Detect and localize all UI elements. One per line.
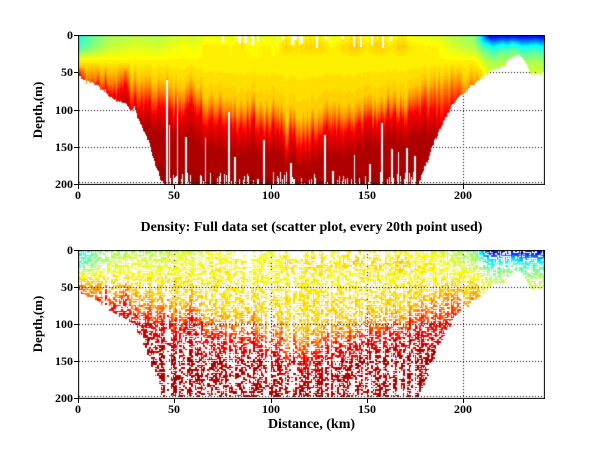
bottom-plot-canvas xyxy=(78,250,545,399)
x-tick-mark xyxy=(271,185,272,189)
x-tick-label: 200 xyxy=(454,402,472,416)
x-tick-mark xyxy=(174,185,175,189)
x-tick-label: 50 xyxy=(168,402,180,416)
y-tick-label: 100 xyxy=(55,103,73,117)
y-tick-mark xyxy=(74,35,78,36)
x-tick-mark xyxy=(367,185,368,189)
x-tick-label: 100 xyxy=(262,402,280,416)
y-tick-label: 150 xyxy=(55,140,73,154)
x-tick-label: 50 xyxy=(168,188,180,202)
x-axis-label: Distance, (km) xyxy=(267,417,356,432)
y-tick-mark xyxy=(74,398,78,399)
top-plot-canvas xyxy=(78,35,545,185)
x-tick-label: 150 xyxy=(358,188,376,202)
x-tick-label: 150 xyxy=(358,402,376,416)
x-tick-mark xyxy=(463,185,464,189)
y-tick-mark xyxy=(74,250,78,251)
x-tick-mark xyxy=(271,399,272,403)
x-tick-mark xyxy=(463,399,464,403)
bottom-plot-area xyxy=(78,250,545,399)
x-tick-mark xyxy=(174,399,175,403)
bottom-plot-title: Density: Full data set (scatter plot, ev… xyxy=(140,220,483,235)
y-tick-label: 150 xyxy=(55,354,73,368)
y-tick-label: 0 xyxy=(67,243,73,257)
top-plot-area xyxy=(78,35,545,185)
x-tick-label: 0 xyxy=(75,402,81,416)
y-tick-mark xyxy=(74,361,78,362)
x-tick-label: 100 xyxy=(262,188,280,202)
y-tick-mark xyxy=(74,324,78,325)
y-tick-mark xyxy=(74,110,78,111)
y-tick-label: 0 xyxy=(67,28,73,42)
x-tick-label: 0 xyxy=(75,188,81,202)
y-tick-mark xyxy=(74,147,78,148)
y-tick-label: 50 xyxy=(61,280,73,294)
x-tick-mark xyxy=(78,185,79,189)
y-tick-label: 100 xyxy=(55,317,73,331)
y-tick-label: 200 xyxy=(55,177,73,191)
y-tick-mark xyxy=(74,184,78,185)
x-tick-mark xyxy=(367,399,368,403)
y-tick-mark xyxy=(74,287,78,288)
y-tick-label: 50 xyxy=(61,65,73,79)
y-tick-label: 200 xyxy=(55,391,73,405)
y-tick-mark xyxy=(74,72,78,73)
x-tick-mark xyxy=(78,399,79,403)
x-tick-label: 200 xyxy=(454,188,472,202)
